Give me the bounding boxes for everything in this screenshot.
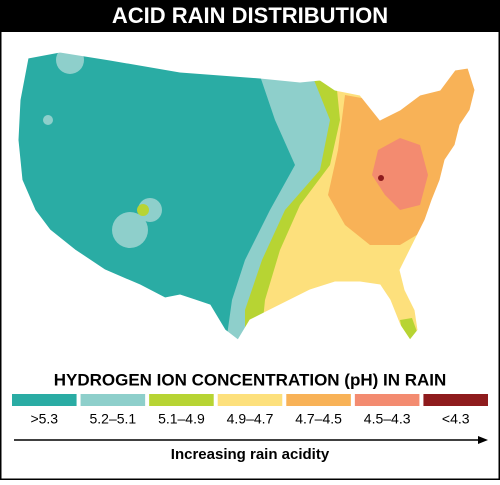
legend-swatch bbox=[217, 394, 283, 406]
legend-label: 4.7–4.5 bbox=[295, 411, 342, 427]
region bbox=[112, 212, 148, 248]
map-outline bbox=[17, 51, 476, 341]
legend-swatch bbox=[12, 394, 77, 406]
region bbox=[43, 115, 53, 125]
legend-label: 4.9–4.7 bbox=[227, 411, 274, 427]
legend-swatch bbox=[80, 394, 146, 406]
region bbox=[138, 198, 162, 222]
legend-title: HYDROGEN ION CONCENTRATION (pH) IN RAIN bbox=[54, 370, 447, 389]
legend-label: <4.3 bbox=[442, 411, 470, 427]
legend-label: 5.2–5.1 bbox=[89, 411, 136, 427]
title-bar bbox=[0, 0, 500, 32]
region bbox=[137, 204, 149, 216]
legend: >5.3 5.2–5.1 5.1–4.9 4.9–4.7 4.7–4.5 4.5–4.3 <… bbox=[12, 394, 488, 427]
legend-label: >5.3 bbox=[30, 411, 58, 427]
legend-swatch bbox=[149, 394, 214, 406]
legend-label: 5.1–4.9 bbox=[158, 411, 205, 427]
arrow-head bbox=[478, 436, 488, 444]
caption: Increasing rain acidity bbox=[171, 446, 330, 463]
legend-swatch bbox=[354, 394, 420, 406]
region bbox=[378, 175, 384, 181]
title: ACID RAIN DISTRIBUTION bbox=[112, 3, 388, 28]
legend-swatch bbox=[286, 394, 351, 406]
legend-label: 4.5–4.3 bbox=[364, 411, 411, 427]
region bbox=[372, 138, 428, 210]
legend-swatch bbox=[423, 394, 488, 406]
